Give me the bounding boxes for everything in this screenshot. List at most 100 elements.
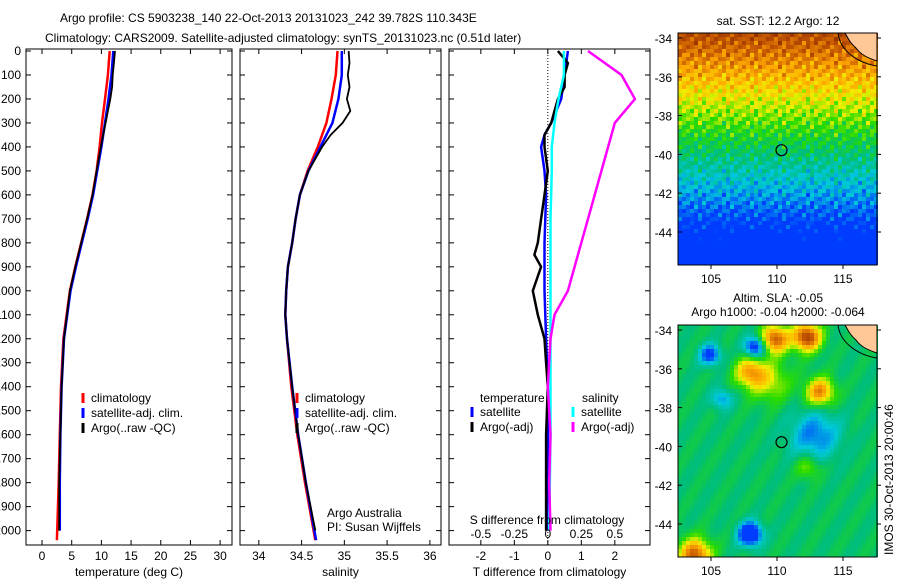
map-cell xyxy=(834,341,838,345)
map-cell xyxy=(846,125,850,129)
map-cell xyxy=(758,41,762,45)
map-cell xyxy=(686,189,690,193)
map-cell xyxy=(858,193,862,197)
map-cell xyxy=(842,205,846,209)
map-cell xyxy=(738,125,742,129)
map-cell xyxy=(734,53,738,57)
map-cell xyxy=(766,205,770,209)
map-cell xyxy=(822,145,826,149)
map-cell xyxy=(842,165,846,169)
map-cell xyxy=(686,469,690,473)
map-cell xyxy=(694,453,698,457)
map-cell xyxy=(750,381,754,385)
map-cell xyxy=(714,205,718,209)
map-cell xyxy=(778,173,782,177)
map-cell xyxy=(690,149,694,153)
map-cell xyxy=(710,209,714,213)
map-cell xyxy=(770,193,774,197)
map-cell xyxy=(798,161,802,165)
map-cell xyxy=(826,57,830,61)
x-tick-label: 34 xyxy=(252,549,266,563)
map-cell xyxy=(774,57,778,61)
map-cell xyxy=(714,145,718,149)
map-cell xyxy=(746,365,750,369)
map-cell xyxy=(694,229,698,233)
map-cell xyxy=(706,345,710,349)
map-cell xyxy=(742,213,746,217)
map-cell xyxy=(818,45,822,49)
map-cell xyxy=(786,337,790,341)
map-cell xyxy=(802,409,806,413)
map-cell xyxy=(862,85,866,89)
map-cell xyxy=(830,125,834,129)
map-cell xyxy=(846,205,850,209)
map-cell xyxy=(846,137,850,141)
map-cell xyxy=(858,89,862,93)
map-cell xyxy=(754,341,758,345)
map-cell xyxy=(754,185,758,189)
map-cell xyxy=(842,157,846,161)
map-cell xyxy=(698,233,702,237)
map-cell xyxy=(678,49,682,53)
map-cell xyxy=(738,437,742,441)
map-cell xyxy=(818,149,822,153)
map-cell xyxy=(690,117,694,121)
map-cell xyxy=(782,233,786,237)
map-cell xyxy=(714,141,718,145)
map-cell xyxy=(770,85,774,89)
map-cell xyxy=(678,237,682,241)
map-cell xyxy=(778,349,782,353)
map-cell xyxy=(854,377,858,381)
map-cell xyxy=(698,173,702,177)
map-cell xyxy=(718,373,722,377)
map-cell xyxy=(762,145,766,149)
map-cell xyxy=(814,369,818,373)
map-cell xyxy=(742,197,746,201)
map-cell xyxy=(798,397,802,401)
map-cell xyxy=(746,381,750,385)
map-cell xyxy=(778,37,782,41)
map-cell xyxy=(706,425,710,429)
map-cell xyxy=(862,173,866,177)
map-cell xyxy=(858,65,862,69)
map-cell xyxy=(718,241,722,245)
map-cell xyxy=(778,69,782,73)
map-cell xyxy=(850,117,854,121)
map-cell xyxy=(734,133,738,137)
map-cell xyxy=(754,45,758,49)
map-cell xyxy=(750,65,754,69)
map-cell xyxy=(738,245,742,249)
map-cell xyxy=(710,221,714,225)
map-cell xyxy=(834,113,838,117)
map-cell xyxy=(678,405,682,409)
map-cell xyxy=(758,153,762,157)
map-cell xyxy=(790,41,794,45)
map-cell xyxy=(702,117,706,121)
map-cell xyxy=(854,421,858,425)
map-cell xyxy=(854,61,858,65)
map-cell xyxy=(722,241,726,245)
map-cell xyxy=(726,377,730,381)
map-cell xyxy=(686,385,690,389)
map-cell xyxy=(754,397,758,401)
map-cell xyxy=(778,161,782,165)
map-cell xyxy=(774,433,778,437)
map-cell xyxy=(862,357,866,361)
map-cell xyxy=(758,361,762,365)
map-cell xyxy=(690,69,694,73)
map-cell xyxy=(714,125,718,129)
map-cell xyxy=(778,73,782,77)
map-cell xyxy=(798,325,802,329)
map-cell xyxy=(746,465,750,469)
map-cell xyxy=(698,253,702,257)
map-cell xyxy=(822,89,826,93)
map-cell xyxy=(762,65,766,69)
depth-tick-label: 1200 xyxy=(0,332,21,346)
map-cell xyxy=(782,409,786,413)
map-cell xyxy=(702,105,706,109)
map-cell xyxy=(730,249,734,253)
map-cell xyxy=(854,133,858,137)
map-cell xyxy=(682,389,686,393)
map-cell xyxy=(754,157,758,161)
